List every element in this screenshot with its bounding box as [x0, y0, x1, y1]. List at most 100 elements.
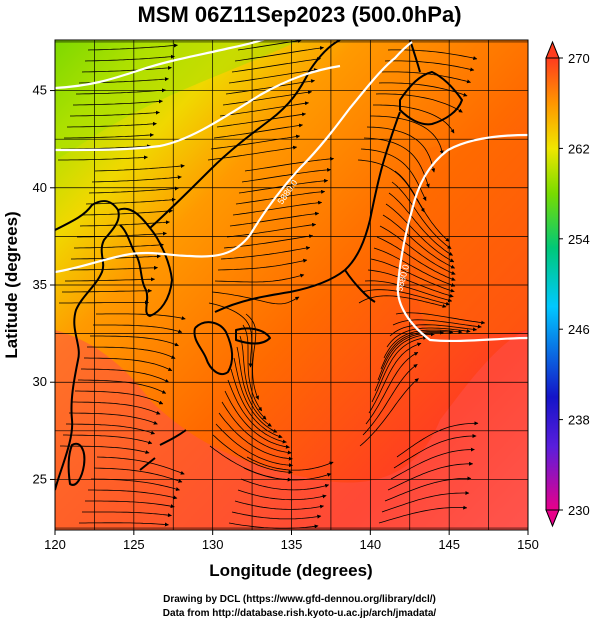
contour-line-west — [55, 64, 341, 152]
streamline — [232, 200, 323, 216]
streamline — [227, 379, 287, 444]
streamline — [76, 88, 166, 95]
streamline — [359, 378, 419, 447]
streamline — [231, 57, 321, 73]
streamline — [382, 214, 456, 269]
y-axis-ticks: 25 30 35 40 45 — [33, 83, 55, 486]
streamline — [235, 189, 326, 205]
colorbar-label: 230 — [568, 503, 590, 518]
colorbar-label: 254 — [568, 232, 590, 247]
x-tick-label: 130 — [202, 537, 224, 552]
streamline — [228, 68, 318, 84]
cool-region — [55, 40, 300, 160]
footer-credit-drawing: Drawing by DCL (https://www.gfd-dennou.o… — [163, 594, 436, 605]
y-axis-label: Latitude (degrees) — [2, 211, 21, 358]
streamline — [85, 197, 176, 205]
streamline — [225, 79, 315, 95]
streamline — [234, 46, 324, 62]
streamline — [376, 236, 456, 281]
streamline — [214, 273, 305, 283]
streamline — [383, 329, 463, 359]
streamline — [231, 511, 322, 520]
y-tick-label: 35 — [33, 277, 47, 292]
geopotential-contours — [55, 40, 528, 343]
streamline — [88, 186, 179, 194]
coastline-kyushu — [193, 321, 234, 376]
streamline — [213, 123, 303, 139]
map-title: MSM 06Z11Sep2023 (500.0hPa) — [137, 2, 462, 27]
coastline-honshu — [214, 111, 401, 313]
streamline — [84, 54, 175, 62]
streamline — [88, 489, 178, 500]
streamline — [241, 167, 332, 183]
y-tick-label: 30 — [33, 374, 47, 389]
streamline — [68, 265, 158, 271]
streamline — [63, 434, 153, 445]
streamline — [364, 280, 453, 303]
streamline — [78, 379, 167, 394]
streamline — [388, 192, 453, 256]
streamline — [375, 93, 463, 113]
streamline — [371, 335, 428, 403]
y-tick-label: 45 — [33, 83, 47, 98]
streamline — [75, 390, 164, 405]
x-tick-label: 135 — [281, 537, 303, 552]
streamline — [94, 164, 185, 172]
streamline — [367, 269, 454, 298]
streamline — [62, 288, 152, 293]
streamline — [217, 258, 308, 271]
y-tick-label: 25 — [33, 471, 47, 486]
streamline — [242, 324, 263, 412]
streamline — [87, 43, 178, 51]
streamline — [90, 335, 179, 347]
streamline — [212, 434, 293, 475]
streamline — [229, 211, 320, 227]
streamline — [59, 300, 149, 305]
streamline — [218, 412, 293, 461]
streamline — [91, 478, 180, 492]
coastline-ryukyu — [139, 429, 187, 471]
streamline — [67, 121, 157, 128]
streamline — [390, 447, 475, 480]
streamline — [396, 421, 479, 458]
streamline — [58, 155, 148, 161]
streamline — [79, 522, 169, 527]
streamline — [64, 133, 154, 139]
streamline — [377, 330, 444, 381]
streamline — [395, 312, 486, 325]
footer-credit-data: Data from http://database.rish.kyoto-u.a… — [162, 608, 437, 619]
streamline — [219, 101, 309, 117]
colorbar-label: 262 — [568, 141, 590, 156]
colorbar-top-arrow — [545, 40, 560, 59]
streamline — [82, 511, 172, 518]
colorbar-label: 246 — [568, 322, 590, 337]
streamline — [81, 65, 172, 73]
streamline — [72, 401, 161, 415]
streamline — [236, 346, 272, 427]
wind-streamlines — [58, 40, 486, 529]
x-tick-label: 145 — [438, 537, 460, 552]
streamline — [387, 461, 474, 491]
streamline — [386, 327, 471, 348]
streamline — [215, 423, 293, 468]
streamline — [365, 351, 419, 425]
streamline — [385, 203, 455, 263]
streamline — [70, 110, 160, 117]
coastline-shikoku — [235, 327, 271, 345]
streamline — [221, 401, 292, 455]
map-area: 5880.0 5880.0 — [54, 39, 529, 531]
streamline — [394, 170, 450, 242]
streamline — [240, 478, 330, 491]
colorbar-label: 270 — [568, 51, 590, 66]
streamline — [228, 522, 319, 529]
x-axis-ticks: 120 125 130 135 140 145 150 — [44, 530, 539, 552]
streamline — [220, 246, 311, 260]
streamline — [233, 357, 278, 433]
streamline — [244, 156, 335, 172]
streamline — [370, 115, 444, 155]
coastline-russia — [149, 40, 341, 229]
streamline — [384, 60, 475, 72]
contour-line-east — [396, 133, 528, 343]
streamline — [245, 313, 259, 400]
streamline — [224, 390, 290, 449]
